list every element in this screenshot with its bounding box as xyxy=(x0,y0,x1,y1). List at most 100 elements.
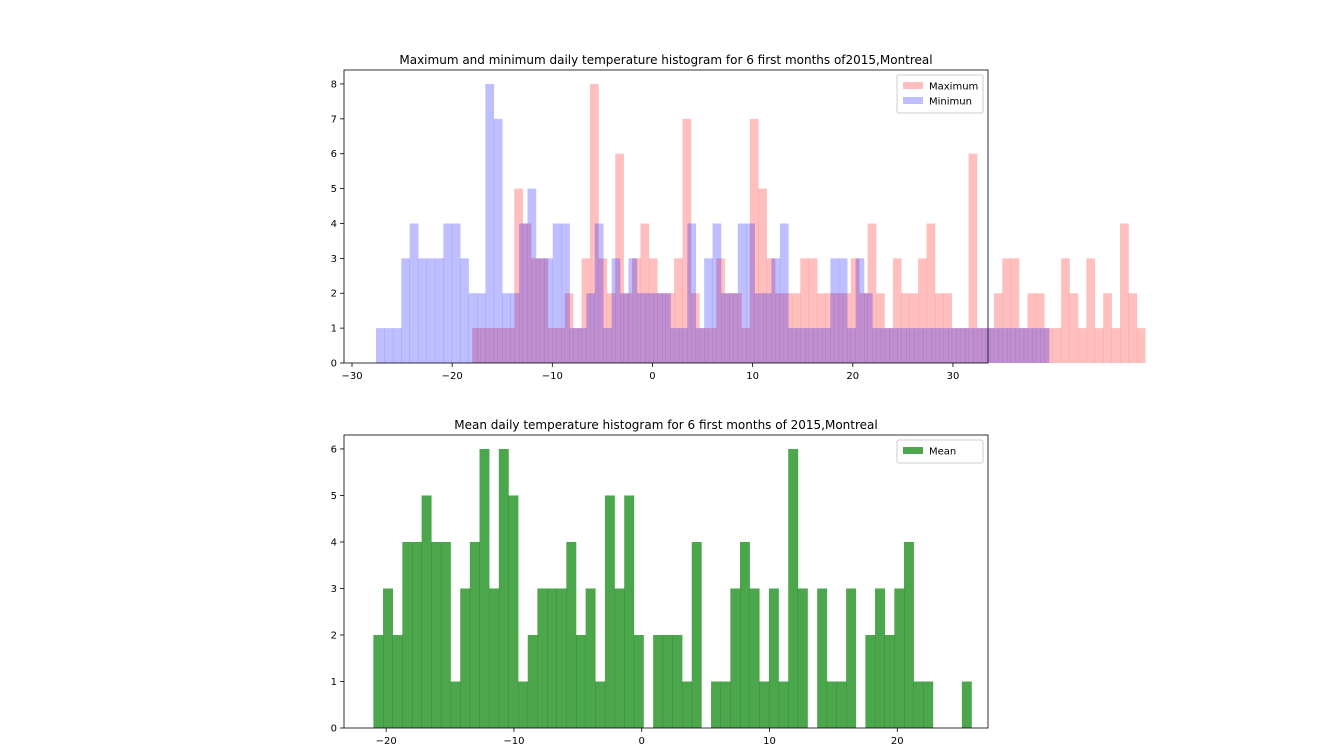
histogram-bar xyxy=(825,293,835,363)
histogram-bar xyxy=(508,495,519,728)
histogram-bar xyxy=(897,328,907,363)
histogram-bar xyxy=(662,293,671,363)
histogram-bar xyxy=(909,293,919,363)
histogram-bar xyxy=(960,328,969,363)
histogram-bar xyxy=(875,588,885,728)
y-tick-label: 5 xyxy=(331,491,337,502)
histogram-bar xyxy=(914,328,924,363)
legend-label: Maximum xyxy=(929,82,978,93)
histogram-bar xyxy=(1052,328,1062,363)
histogram-bar xyxy=(648,258,658,363)
histogram-bar xyxy=(771,258,781,363)
histogram-bar xyxy=(730,588,741,728)
histogram-bar xyxy=(850,258,860,363)
histogram-bar xyxy=(741,328,751,363)
histogram-bar xyxy=(1077,328,1087,363)
histogram-bar xyxy=(620,293,629,363)
x-tick-label: −30 xyxy=(341,371,362,382)
histogram-bar xyxy=(640,223,650,363)
histogram-bar xyxy=(577,328,587,363)
histogram-bar xyxy=(586,293,596,363)
histogram-bar xyxy=(1032,328,1041,363)
y-tick-label: 6 xyxy=(331,149,337,160)
histogram-bar xyxy=(884,634,895,728)
histogram-bar xyxy=(939,328,949,363)
histogram-bar xyxy=(678,328,688,363)
histogram-bar xyxy=(934,293,944,363)
histogram-bar xyxy=(964,328,974,363)
histogram-bar xyxy=(838,258,848,363)
histogram-bar xyxy=(657,293,666,363)
histogram-bar xyxy=(604,495,615,728)
histogram-bar xyxy=(624,495,635,728)
histogram-bar xyxy=(581,258,591,363)
histogram-bar xyxy=(951,328,961,363)
legend-swatch xyxy=(903,82,923,89)
histogram-bar xyxy=(1007,328,1016,363)
x-tick-label: 30 xyxy=(947,371,960,382)
histogram-bar xyxy=(431,541,442,728)
chart-title: Mean daily temperature histogram for 6 f… xyxy=(454,418,877,432)
y-tick-label: 4 xyxy=(331,537,337,548)
histogram-bar xyxy=(645,293,654,363)
histogram-bar xyxy=(990,328,999,363)
histogram-bar xyxy=(836,681,847,728)
legend: Maximum Minimun xyxy=(896,74,984,114)
histogram-bar xyxy=(1010,258,1020,363)
histogram-bar xyxy=(547,328,557,363)
histogram-bar xyxy=(392,328,402,363)
histogram-bar xyxy=(775,293,784,363)
histogram-bar xyxy=(1103,293,1112,363)
histogram-bar xyxy=(931,328,941,363)
histogram-bar xyxy=(569,328,579,363)
x-tick-label: 0 xyxy=(649,371,655,382)
histogram-bar xyxy=(855,258,865,363)
histogram-bar xyxy=(594,223,604,363)
histogram-bar xyxy=(440,541,451,728)
histogram-bar xyxy=(519,223,528,363)
histogram-bar xyxy=(460,258,469,363)
histogram-bar xyxy=(704,258,713,363)
histogram-bar xyxy=(402,541,413,728)
legend-label: Minimun xyxy=(929,97,972,108)
histogram-bar xyxy=(766,258,776,363)
histogram-bar xyxy=(537,588,548,728)
legend-box xyxy=(896,74,984,114)
histogram-bar xyxy=(691,541,702,728)
histogram-bar xyxy=(418,258,427,363)
histogram-bar xyxy=(450,681,461,728)
histogram-bar xyxy=(502,293,511,363)
x-tick-label: −20 xyxy=(376,736,397,747)
histogram-bar xyxy=(1128,293,1138,363)
histogram-bar xyxy=(472,328,481,363)
histogram-bar xyxy=(477,293,486,363)
plot-frame xyxy=(343,69,989,364)
histogram-bar xyxy=(653,293,663,363)
histogram-bar xyxy=(923,681,934,728)
histogram-bar xyxy=(712,223,722,363)
histogram-bar xyxy=(833,293,843,363)
histogram-bar xyxy=(918,258,927,363)
histogram-bar xyxy=(531,258,540,363)
y-tick-label: 2 xyxy=(331,630,337,641)
histogram-bar xyxy=(556,328,566,363)
y-tick-label: 6 xyxy=(331,444,337,455)
x-tick-label: 20 xyxy=(891,736,904,747)
histogram-bar xyxy=(788,448,799,728)
histogram-bar xyxy=(682,681,693,728)
histogram-bar xyxy=(720,293,730,363)
x-tick-label: 10 xyxy=(746,371,759,382)
histogram-bar xyxy=(460,588,471,728)
histogram-bar xyxy=(522,223,532,363)
histogram-bar xyxy=(672,634,683,728)
histogram-bar xyxy=(505,328,515,363)
histogram-bar xyxy=(682,118,692,363)
histogram-bar xyxy=(479,448,490,728)
histogram-bar xyxy=(749,588,760,728)
histogram-bar xyxy=(392,634,403,728)
histogram-bar xyxy=(573,328,582,363)
histogram-bar xyxy=(606,293,616,363)
histogram-bar xyxy=(589,83,599,363)
y-tick-label: 2 xyxy=(331,289,337,300)
histogram-bar xyxy=(830,258,840,363)
